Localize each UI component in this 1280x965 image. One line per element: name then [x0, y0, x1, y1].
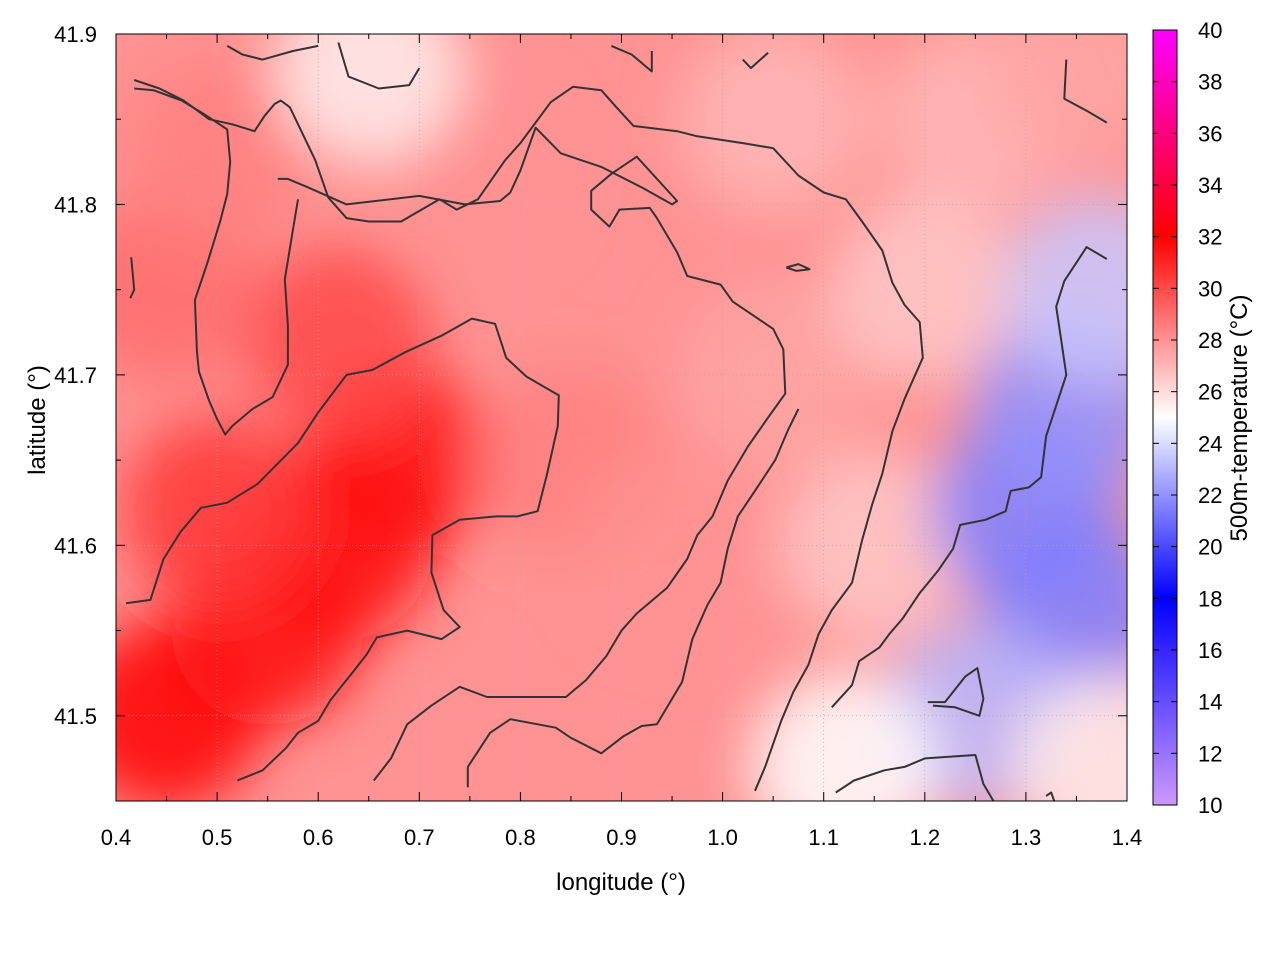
- contour-segment: [835, 754, 995, 801]
- y-tick-label: 41.5: [54, 704, 97, 729]
- colorbar-tick-label: 20: [1198, 535, 1222, 560]
- contour-segment: [337, 42, 421, 90]
- x-tick-label: 0.7: [404, 825, 435, 850]
- contour-segment: [129, 257, 136, 299]
- field-region: [1001, 194, 1127, 385]
- contour-segment: [1045, 791, 1056, 801]
- colorbar-tick-label: 40: [1198, 18, 1222, 43]
- colorbar-tick-label: 32: [1198, 225, 1222, 250]
- x-tick-label: 1.4: [1112, 825, 1143, 850]
- x-tick-label: 0.4: [101, 825, 132, 850]
- field-region: [678, 34, 869, 215]
- y-axis-title: latitude (°): [24, 365, 51, 475]
- contour-line: [133, 79, 924, 792]
- y-tick-label: 41.8: [54, 192, 97, 217]
- colorbar-tick-label: 36: [1198, 121, 1222, 146]
- x-tick-label: 1.3: [1011, 825, 1042, 850]
- contour-lines: [125, 42, 1108, 801]
- contour-line: [277, 126, 787, 782]
- x-axis-title: longitude (°): [556, 869, 686, 896]
- colorbar-tick-label: 14: [1198, 690, 1222, 715]
- contour-line: [125, 317, 560, 782]
- x-tick-label: 1.1: [808, 825, 839, 850]
- field-region: [779, 450, 970, 641]
- field-region: [1011, 671, 1127, 801]
- contour-segment: [611, 44, 653, 73]
- field-region: [122, 416, 313, 607]
- colorbar-tick-label: 24: [1198, 431, 1222, 456]
- x-tick-label: 0.9: [606, 825, 637, 850]
- field-region: [991, 34, 1127, 164]
- contour-line: [466, 408, 800, 788]
- contour-segment: [1063, 59, 1108, 124]
- colorbar-tick-label: 34: [1198, 173, 1222, 198]
- contour-segment: [927, 667, 985, 717]
- colorbar-tick-label: 12: [1198, 741, 1222, 766]
- colorbar-tick-label: 26: [1198, 380, 1222, 405]
- contour-segment: [785, 263, 811, 272]
- grid-lines: [116, 34, 1127, 801]
- field-region: [678, 279, 869, 470]
- field-region: [243, 245, 434, 436]
- contour-segment: [226, 44, 319, 61]
- x-axis-ticks: 0.4 0.5 0.6 0.7 0.8 0.9 1.0 1.1 1.2 1.3 1.4: [101, 34, 1143, 850]
- y-tick-label: 41.7: [54, 363, 97, 388]
- colorbar-tick-label: 30: [1198, 276, 1222, 301]
- colorbar-tick-label: 16: [1198, 638, 1222, 663]
- colorbar-title: 500m-temperature (°C): [1226, 294, 1253, 541]
- contour-segment: [831, 246, 1108, 708]
- y-axis-ticks: 41.5 41.6 41.7 41.8 41.9: [54, 22, 1127, 729]
- x-tick-label: 0.5: [202, 825, 233, 850]
- colorbar-tick-label: 18: [1198, 586, 1222, 611]
- colorbar: [1152, 29, 1178, 806]
- y-tick-label: 41.9: [54, 22, 97, 47]
- y-tick-label: 41.6: [54, 533, 97, 558]
- heatmap-field: [116, 34, 1127, 801]
- x-tick-label: 0.8: [505, 825, 536, 850]
- x-tick-label: 1.0: [707, 825, 738, 850]
- field-region: [273, 34, 464, 164]
- field-region: [122, 58, 313, 249]
- x-tick-label: 0.6: [303, 825, 334, 850]
- colorbar-ticks: 10 12 14 16 18 20 22 24 26 28 30 32 34 36 38 40: [1153, 18, 1222, 818]
- field-blobs: [116, 34, 1127, 801]
- colorbar-tick-label: 28: [1198, 328, 1222, 353]
- x-tick-label: 1.2: [910, 825, 941, 850]
- contour-line: [134, 87, 299, 436]
- colorbar-tick-label: 10: [1198, 793, 1222, 818]
- contour-segment: [742, 51, 769, 70]
- colorbar-tick-label: 38: [1198, 70, 1222, 95]
- colorbar-tick-label: 22: [1198, 483, 1222, 508]
